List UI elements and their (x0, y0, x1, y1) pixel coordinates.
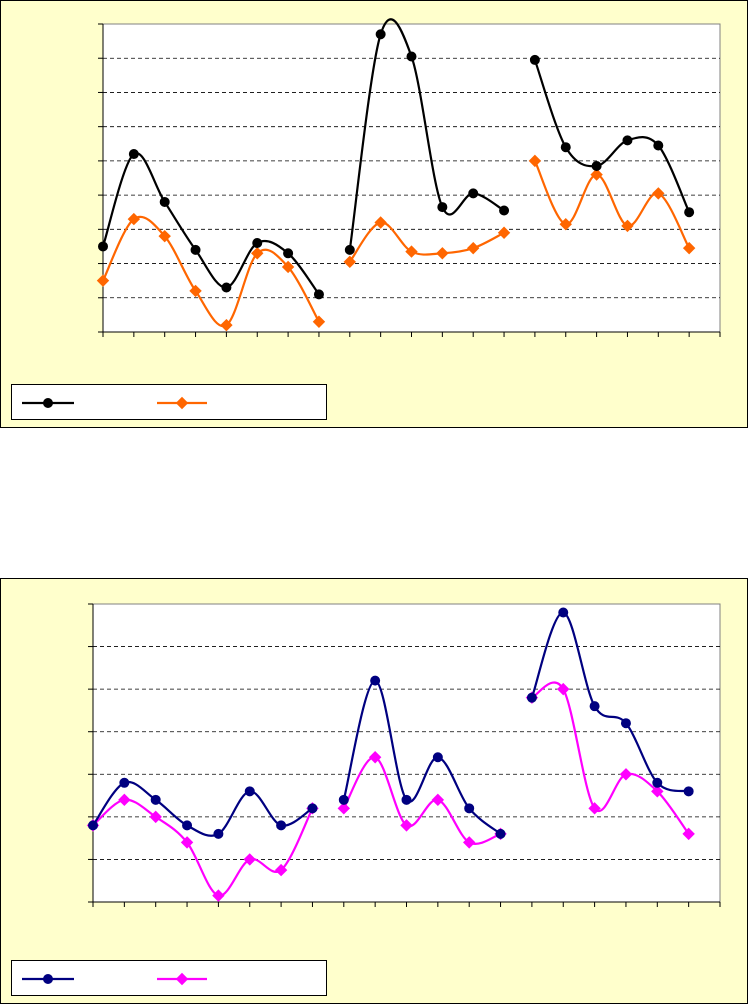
chart-1-series-1-point (98, 241, 108, 252)
chart-1-series-1-point (468, 188, 479, 199)
chart-2-series-1-point (213, 828, 224, 839)
chart-2-series-2-point (368, 751, 382, 764)
chart-2-series-2-point (431, 793, 445, 807)
chart-1-series-2-point (158, 229, 171, 243)
chart-1-series-2-point (497, 226, 511, 239)
chart-1-series-1-point (406, 51, 417, 62)
chart-1-series-2-point (436, 247, 449, 260)
chart-1-series-1-line (533, 59, 691, 213)
chart-1-series-1-point (221, 282, 232, 293)
chart-1-series-1-point (375, 29, 386, 40)
chart-2-series-1-point (558, 607, 569, 618)
chart-1-series-2-point (281, 260, 295, 274)
chart-1-legend-keys (22, 396, 207, 410)
chart-1-plot (96, 18, 721, 337)
chart-1-series-1-point (591, 161, 602, 172)
chart-1-plot-area (102, 23, 721, 333)
chart-2-plot (86, 603, 721, 907)
chart-1-series-2-point (251, 247, 264, 260)
chart-1-series-1-point (560, 142, 571, 153)
chart-2-series-1-point (432, 752, 443, 763)
chart-1-legend-key-1-marker (43, 398, 53, 408)
chart-1-series-2-point (220, 318, 233, 332)
chart-1-series-2-point (652, 187, 665, 200)
chart-2-series-1-point (464, 803, 475, 814)
chart-2-series-1-point (495, 828, 506, 839)
chart-2-legend-key-2-marker (175, 972, 189, 986)
chart-2-series-2-point (682, 827, 695, 841)
chart-1-series-1-point (684, 207, 695, 218)
chart-1-legend (11, 384, 327, 420)
chart-1-series-1-point (128, 149, 139, 160)
chart-2-series-1-point (370, 675, 381, 686)
chart-1-series-1-point (190, 244, 201, 255)
chart-2-series-2-point (651, 785, 664, 798)
chart-2-series-1-point (401, 794, 412, 805)
chart-2-series-1-point (589, 701, 600, 712)
chart-2-series-2-point (243, 853, 256, 866)
chart-2-series-2-point (588, 802, 601, 815)
chart-2-series-2-point (180, 836, 194, 849)
chart-2-legend-keys (22, 972, 207, 986)
chart-2-series-1-point (182, 820, 193, 831)
chart-1-series-1-point (159, 196, 170, 207)
chart-2-series-1-point (244, 786, 255, 797)
chart-1-legend-key-2-marker (175, 396, 189, 410)
chart-1-series-1-point (437, 202, 448, 213)
chart-1-series-2-point (405, 245, 418, 258)
chart-1-series-1-point (344, 244, 355, 255)
chart-1-series-1-point (252, 238, 263, 249)
chart-2-series-2-point (274, 863, 288, 877)
chart-2-series-2-point (212, 889, 225, 902)
chart-1-series-1-point (622, 135, 633, 146)
chart-1-series-1-point (653, 140, 664, 151)
chart-1-series-1-point (499, 205, 510, 216)
chart-2-series-1-point (307, 803, 318, 814)
chart-2-series-2-point (118, 793, 131, 807)
chart-2-series-1-point (338, 794, 349, 805)
chart-1-series-2-point (312, 315, 326, 328)
chart-1-frame (0, 0, 748, 428)
chart-1-series-1-point (313, 289, 324, 300)
chart-2-series-1-point (150, 794, 161, 805)
chart-2-series-1-point (276, 820, 287, 831)
chart-2-series-2-point (557, 682, 570, 696)
chart-1-series-1-point (283, 248, 294, 259)
chart-2-series-1-point (119, 777, 130, 788)
chart-2-series-2-point (337, 802, 351, 815)
chart-2-legend (11, 960, 327, 996)
chart-1-series-2-point (682, 241, 696, 255)
chart-1-series-2-point (343, 255, 357, 269)
chart-1-series-2-point (528, 154, 542, 168)
chart-1-series-2-point (559, 217, 572, 231)
chart-1-series-2-point (621, 219, 634, 233)
chart-1-series-2-point (466, 241, 480, 255)
chart-2-series-2-point (619, 768, 633, 781)
chart-2-series-2-point (400, 819, 413, 832)
chart-1-series-2-point (374, 216, 387, 229)
chart-2-series-1-point (620, 718, 631, 729)
chart-1-series-2-point (127, 212, 141, 226)
chart-2-series-1-point (526, 692, 537, 703)
chart-2-series-2-point (149, 810, 162, 824)
chart-2-plot-area (92, 603, 721, 903)
chart-1-series-2-point (590, 168, 603, 181)
chart-1-series-2-point (96, 274, 110, 287)
chart-1-series-2-point (189, 284, 202, 298)
chart-2-series-1-point (652, 777, 663, 788)
chart-2-series-1-point (88, 820, 98, 831)
chart-2-series-2-point (462, 836, 476, 849)
chart-2-frame (0, 578, 748, 1004)
chart-2-legend-key-1-marker (43, 974, 53, 984)
chart-1-series-1-point (529, 54, 540, 65)
chart-2-series-1-point (683, 786, 694, 797)
